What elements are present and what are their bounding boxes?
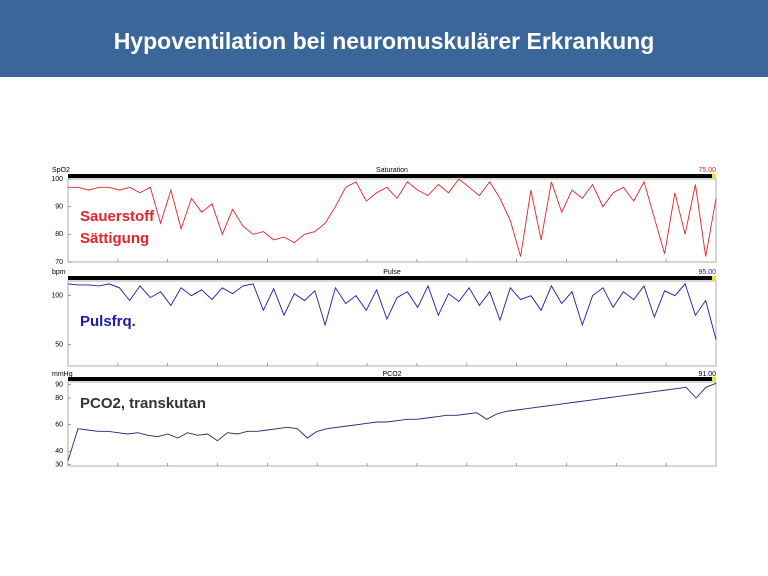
marker xyxy=(712,276,716,280)
y-axis-label: SpO2 xyxy=(52,167,70,174)
y-axis-label: bpm xyxy=(52,269,66,276)
header-bar xyxy=(68,377,716,381)
trace xyxy=(67,283,717,340)
y-tick-label: 70 xyxy=(55,259,63,266)
annotation: Pulsfrq. xyxy=(80,313,136,330)
y-axis-label: mmHg xyxy=(52,371,73,378)
y-tick-label: 90 xyxy=(55,382,63,389)
annotation: Sauerstoff xyxy=(80,208,155,225)
chart-title: PCO2 xyxy=(382,371,401,378)
plot-area xyxy=(67,178,717,263)
chart-title: Pulse xyxy=(383,269,401,276)
marker xyxy=(712,174,716,178)
chart-title: Saturation xyxy=(376,167,408,174)
readout: 75.00 xyxy=(698,167,716,174)
y-tick-label: 60 xyxy=(55,422,63,429)
readout: 91.00 xyxy=(698,371,716,378)
annotation: PCO2, transkutan xyxy=(80,395,206,412)
readout: 95.00 xyxy=(698,269,716,276)
y-tick-label: 100 xyxy=(51,176,63,183)
annotation: Sättigung xyxy=(80,230,149,247)
y-tick-label: 100 xyxy=(51,292,63,299)
y-tick-label: 50 xyxy=(55,341,63,348)
y-tick-label: 40 xyxy=(55,448,63,455)
plot-area xyxy=(67,381,717,467)
plot-area xyxy=(67,280,717,367)
marker xyxy=(712,377,716,381)
y-tick-label: 80 xyxy=(55,395,63,402)
y-tick-label: 90 xyxy=(55,204,63,211)
slide-title: Hypoventilation bei neuromuskulärer Erkr… xyxy=(0,0,768,77)
trace xyxy=(67,382,717,461)
header-bar xyxy=(68,276,716,280)
y-tick-label: 80 xyxy=(55,231,63,238)
y-tick-label: 30 xyxy=(55,462,63,469)
trace xyxy=(68,178,717,257)
header-bar xyxy=(68,174,716,178)
